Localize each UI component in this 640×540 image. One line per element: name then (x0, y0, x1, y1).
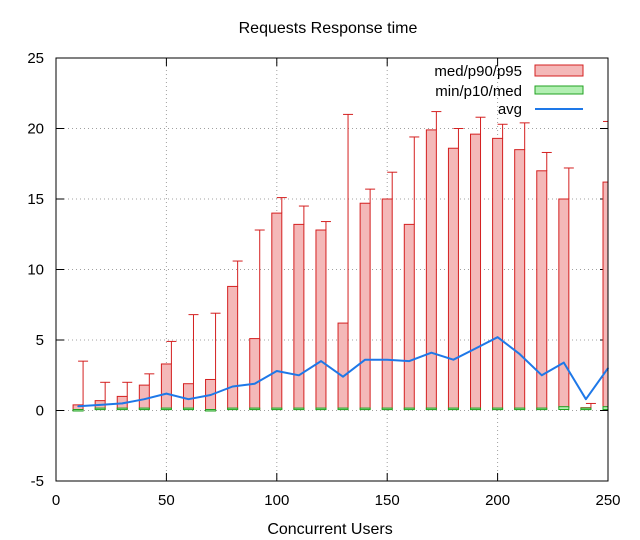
bar-med-p90 (403, 223, 415, 410)
legend-label-avg: avg (498, 101, 522, 118)
grid-lines (56, 58, 608, 481)
avg-point (320, 360, 322, 362)
avg-point (121, 402, 124, 405)
avg-point (342, 375, 344, 378)
y-tick-label: 15 (27, 191, 44, 208)
legend-label-med-p90-p95: med/p90/p95 (434, 63, 522, 80)
x-tick-label: 250 (595, 492, 620, 509)
bar-min-p10-med (558, 406, 570, 410)
bar-med-p90 (492, 137, 504, 410)
bar-min-p10-med (403, 407, 415, 411)
bar-min-p10-med (271, 407, 283, 411)
bar-series (72, 129, 609, 412)
legend-swatch-med-p90-p95 (534, 64, 584, 77)
avg-point (496, 336, 499, 338)
bar-min-p10-med (160, 407, 172, 411)
bar-med-p90 (138, 384, 150, 410)
chart-title: Requests Response time (239, 20, 418, 37)
x-axis-label: Concurrent Users (267, 521, 392, 538)
y-tick-label: 5 (36, 332, 44, 349)
bar-med-p90 (558, 198, 570, 409)
bar-med-p90 (381, 198, 393, 410)
avg-point (585, 398, 587, 401)
bar-min-p10-med (293, 407, 305, 411)
bar-med-p90 (271, 212, 283, 410)
x-tick-label: 150 (375, 492, 400, 509)
bar-med-p90 (470, 133, 482, 410)
avg-point (452, 358, 455, 361)
bar-med-p90 (182, 383, 194, 410)
bar-min-p10-med (182, 407, 194, 411)
y-tick-label: 20 (27, 121, 44, 138)
bar-min-p10-med (425, 407, 437, 411)
avg-point (143, 398, 146, 401)
x-tick-label: 200 (485, 492, 510, 509)
avg-point (209, 394, 212, 396)
bar-min-p10-med (116, 407, 128, 411)
avg-point (518, 353, 521, 355)
bar-min-p10-med (315, 407, 327, 411)
bar-med-p90 (293, 223, 305, 410)
y-tick-label: 0 (36, 403, 44, 420)
avg-point (408, 360, 411, 362)
bar-min-p10-med (359, 407, 371, 411)
avg-point (276, 370, 278, 372)
x-tick-label: 50 (158, 492, 175, 509)
x-axis-ticks: 0 50 100 150 200 250 (52, 58, 621, 509)
avg-point (231, 385, 234, 388)
bar-min-p10-med (381, 407, 393, 411)
bar-min-p10-med (227, 407, 239, 411)
p95-whiskers (78, 111, 609, 408)
plot-frame (55, 57, 609, 482)
avg-point (298, 374, 300, 377)
bar-med-p90 (359, 202, 371, 410)
bar-min-p10-med (514, 407, 526, 411)
bar-med-p90 (249, 338, 261, 410)
avg-line-group (77, 336, 609, 408)
legend-label-min-p10-med: min/p10/med (435, 83, 522, 100)
bar-med-p90 (514, 149, 526, 410)
avg-point (253, 382, 256, 385)
y-axis-ticks: -5 0 5 10 15 20 25 (27, 50, 608, 490)
avg-point (563, 361, 565, 364)
bar-med-p90 (425, 129, 437, 410)
bar-med-p90 (160, 363, 172, 410)
bar-med-p90 (447, 147, 459, 410)
avg-point (165, 392, 168, 395)
bar-min-p10-med (580, 407, 592, 411)
avg-point (386, 358, 389, 361)
bar-min-p10-med (447, 407, 459, 411)
avg-point (474, 347, 477, 350)
y-tick-label: 10 (27, 262, 44, 279)
bar-min-p10-med (602, 406, 609, 410)
avg-point (364, 358, 366, 361)
bar-min-p10-med (72, 409, 84, 412)
bar-min-p10-med (249, 407, 261, 411)
y-tick-label: -5 (31, 473, 44, 490)
bar-min-p10-med (94, 407, 106, 411)
avg-point (77, 405, 79, 408)
avg-point (540, 374, 543, 377)
bar-min-p10-med (536, 407, 548, 411)
x-tick-label: 100 (264, 492, 289, 509)
bar-min-p10-med (337, 407, 349, 411)
x-tick-label: 0 (52, 492, 60, 509)
bar-min-p10-med (205, 409, 217, 412)
bar-min-p10-med (492, 407, 504, 411)
bar-med-p90 (337, 322, 349, 410)
bar-min-p10-med (470, 407, 482, 411)
bar-med-p90 (315, 229, 327, 410)
legend: med/p90/p95 min/p10/med avg (434, 63, 584, 118)
avg-point (99, 404, 101, 406)
legend-swatch-min-p10-med (534, 85, 584, 95)
avg-point (187, 398, 190, 401)
bar-min-p10-med (138, 407, 150, 411)
avg-point (430, 351, 433, 354)
y-tick-label: 25 (27, 50, 44, 67)
bar-med-p90 (227, 285, 239, 410)
